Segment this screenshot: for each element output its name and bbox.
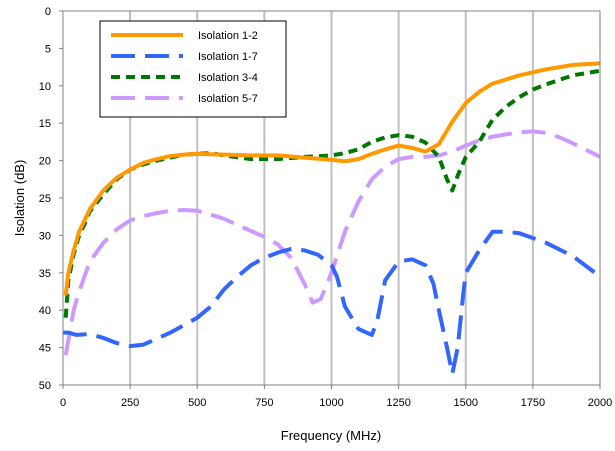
series-line-1 [63, 61, 601, 296]
x-tick-label: 0 [60, 397, 66, 409]
y-tick-label: 45 [39, 343, 51, 355]
legend: Isolation 1-2 Isolation 1-7 Isolation 3-4 I… [99, 20, 287, 118]
y-tick-label: 10 [39, 81, 51, 93]
y-tick-label: 15 [39, 118, 51, 130]
y-tick-label: 20 [39, 156, 51, 168]
y-tick-label: 0 [45, 6, 51, 18]
x-tick-label: 500 [188, 397, 206, 409]
y-tick-label: 5 [45, 43, 51, 55]
x-tick-label: 2000 [588, 397, 612, 409]
x-tick-label: 750 [255, 397, 273, 409]
x-axis-title: Frequency (MHz) [281, 428, 381, 443]
y-tick-label: 30 [39, 230, 51, 242]
y-tick-label: 25 [39, 193, 51, 205]
legend-label-2: Isolation 1-7 [198, 51, 258, 63]
x-tick-label: 250 [121, 397, 139, 409]
legend-label-1: Isolation 1-2 [198, 30, 258, 42]
x-tick-label: 1750 [521, 397, 545, 409]
axis-ticks: 0 250 500 750 1000 1250 1500 1750 2000 0 5 10 15 20 25… [39, 6, 612, 409]
legend-label-3: Isolation 3-4 [198, 72, 258, 84]
series-line-2 [63, 229, 602, 376]
y-tick-label: 40 [39, 305, 51, 317]
series-line-4 [63, 129, 601, 356]
x-tick-label: 1000 [319, 397, 343, 409]
x-tick-label: 1250 [386, 397, 410, 409]
y-axis-title: Isolation (dB) [12, 160, 27, 237]
series-lines [63, 61, 602, 376]
y-tick-label: 35 [39, 268, 51, 280]
legend-label-4: Isolation 5-7 [198, 93, 258, 105]
y-tick-label: 50 [39, 380, 51, 392]
x-tick-label: 1500 [454, 397, 478, 409]
